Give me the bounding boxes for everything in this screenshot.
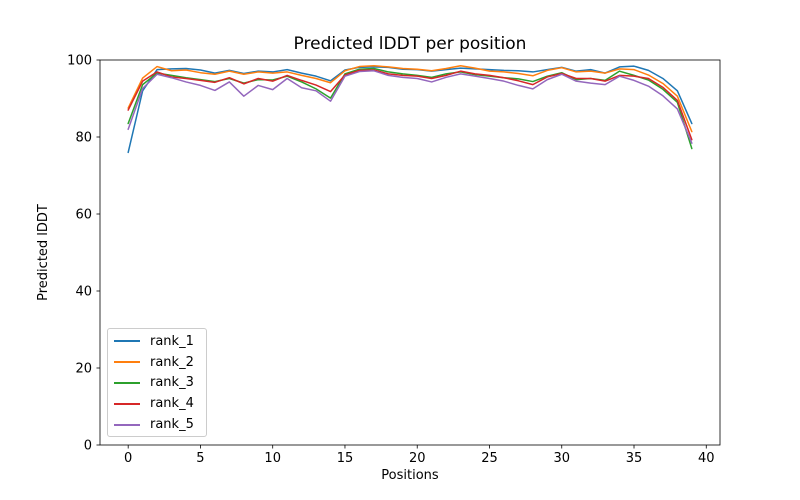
legend-label: rank_1 bbox=[150, 333, 194, 349]
y-tick-label: 80 bbox=[75, 131, 92, 146]
legend-item-rank_4: rank_4 bbox=[114, 397, 200, 411]
legend-item-rank_5: rank_5 bbox=[114, 418, 200, 432]
legend-item-rank_3: rank_3 bbox=[114, 376, 200, 390]
x-tick-label: 25 bbox=[481, 451, 498, 466]
plot-border bbox=[99, 59, 721, 446]
x-tick-label: 10 bbox=[264, 451, 281, 466]
legend-label: rank_5 bbox=[150, 417, 194, 433]
legend-label: rank_3 bbox=[150, 375, 194, 391]
x-tick-label: 15 bbox=[337, 451, 354, 466]
legend-item-rank_2: rank_2 bbox=[114, 355, 200, 369]
x-axis-label: Positions bbox=[381, 468, 439, 483]
y-axis-label: Predicted lDDT bbox=[36, 204, 51, 301]
y-tick-label: 60 bbox=[75, 208, 92, 223]
x-tick-label: 40 bbox=[698, 451, 715, 466]
x-tick-label: 5 bbox=[196, 451, 204, 466]
legend-line-swatch bbox=[114, 402, 140, 405]
legend-label: rank_2 bbox=[150, 354, 194, 370]
y-tick-label: 40 bbox=[75, 285, 92, 300]
legend-line-swatch bbox=[114, 381, 140, 384]
y-tick-label: 100 bbox=[67, 54, 92, 69]
legend-line-swatch bbox=[114, 361, 140, 364]
x-tick-label: 35 bbox=[626, 451, 643, 466]
legend-item-rank_1: rank_1 bbox=[114, 334, 200, 348]
y-tick-label: 20 bbox=[75, 362, 92, 377]
legend-line-swatch bbox=[114, 423, 140, 426]
series-line-rank_4 bbox=[127, 69, 693, 141]
axes-layer: 0 5 10 15 20 25 30 35 40 0 20 40 60 80 100 bbox=[67, 54, 721, 466]
y-tick-label: 0 bbox=[84, 439, 92, 454]
legend: rank_1 rank_2 rank_3 rank_4 rank_5 bbox=[107, 328, 207, 437]
x-tick-label: 20 bbox=[409, 451, 426, 466]
legend-line-swatch bbox=[114, 340, 140, 343]
x-tick-label: 0 bbox=[124, 451, 132, 466]
legend-label: rank_4 bbox=[150, 396, 194, 412]
series-layer bbox=[127, 65, 693, 154]
chart-title: Predicted lDDT per position bbox=[294, 34, 527, 54]
series-line-rank_5 bbox=[127, 70, 693, 144]
x-tick-label: 30 bbox=[553, 451, 570, 466]
series-line-rank_2 bbox=[127, 65, 693, 133]
